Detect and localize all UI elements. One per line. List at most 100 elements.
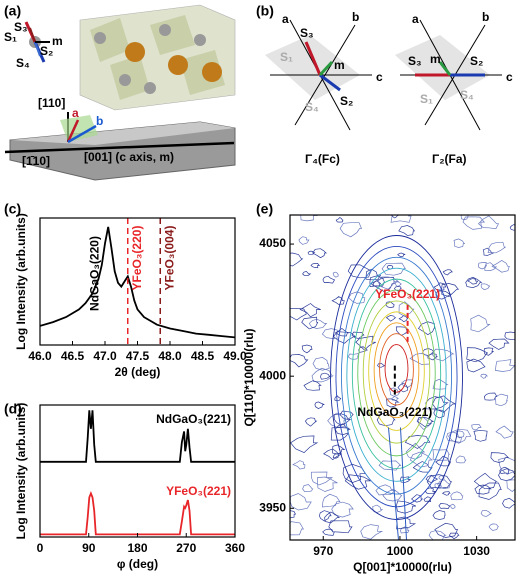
atom: [94, 32, 106, 44]
contour-noise: [480, 373, 489, 379]
atom: [125, 42, 145, 62]
contour-noise: [467, 278, 479, 285]
contour-noise: [470, 314, 491, 333]
axis-label: [001] (c axis, m): [84, 150, 174, 164]
contour-noise: [488, 338, 510, 350]
panel-label: (e): [256, 201, 273, 217]
contour-noise: [382, 488, 403, 502]
contour-noise: [428, 530, 447, 540]
contour-noise: [395, 281, 403, 287]
spin-arrow: [34, 41, 41, 57]
spin-label: S₂: [40, 44, 53, 58]
atom: [202, 62, 222, 82]
contour-noise: [434, 522, 459, 538]
plane: [60, 115, 98, 142]
spin-arrow: [304, 41, 322, 76]
contour-noise: [347, 264, 372, 279]
x-tick-label: 47.0: [93, 349, 117, 363]
axis-label: c: [376, 70, 383, 84]
contour-noise: [321, 493, 341, 508]
contour-noise: [441, 491, 451, 496]
spin-label: S₁: [280, 50, 293, 64]
spin-label: S₁: [420, 92, 433, 106]
x-tick-label: 970: [313, 544, 333, 558]
contour-noise: [498, 468, 515, 481]
contour-noise: [455, 455, 467, 464]
contour-noise: [409, 353, 430, 365]
x-tick-label: 270: [176, 541, 196, 555]
x-tick-label: 48.0: [158, 349, 182, 363]
contour-noise: [499, 466, 510, 474]
contour-level: [335, 245, 458, 508]
spin-label: S₃: [408, 54, 422, 68]
contour-noise: [477, 215, 500, 230]
contour-noise: [301, 344, 313, 354]
contour-noise: [438, 503, 451, 509]
contour-noise: [290, 354, 309, 368]
contour-noise: [448, 532, 460, 540]
atom: [194, 34, 206, 46]
axis-label: a: [282, 12, 289, 26]
marker-label: NdGaO₃(221): [357, 405, 432, 419]
x-tick-label: 360: [225, 541, 245, 555]
contour-noise: [377, 362, 385, 368]
contour-noise: [290, 493, 312, 511]
contour-noise: [432, 395, 456, 413]
contour-noise: [355, 335, 376, 351]
contour-noise: [321, 328, 338, 339]
contour-noise: [490, 452, 510, 463]
contour-noise: [506, 479, 515, 492]
axis-label: [110]: [38, 96, 65, 110]
data-line: [40, 490, 235, 536]
caption: Γ₄(Fc): [305, 152, 340, 166]
contour-noise: [398, 225, 416, 236]
m-label: m: [430, 52, 441, 66]
contour-noise: [386, 398, 400, 408]
atom: [168, 55, 188, 75]
plot-area: [40, 226, 235, 339]
contour-noise: [435, 290, 452, 300]
contour-noise: [502, 497, 515, 509]
spin-label: S₄: [16, 56, 30, 70]
contour-noise: [446, 431, 463, 443]
contour-noise: [339, 222, 363, 238]
contour-noise: [425, 474, 438, 484]
contour-noise: [411, 494, 424, 503]
spin-arrow: [319, 73, 341, 92]
contour-noise: [290, 435, 319, 454]
panel-label: (a): [4, 3, 21, 19]
contour-noise: [385, 315, 397, 322]
contour-noise: [339, 410, 354, 420]
axis-label: b: [482, 10, 489, 24]
caption: Γ₂(Fa): [432, 152, 467, 166]
spin-label: S₄: [305, 100, 319, 114]
contour-noise: [432, 510, 446, 520]
contour-noise: [426, 474, 453, 489]
contour-noise: [488, 523, 500, 531]
contour-noise: [290, 510, 297, 519]
spin-label: S₂: [340, 94, 353, 108]
spin-arrow: [29, 27, 36, 43]
contour-level: [346, 267, 447, 482]
contour-noise: [290, 521, 305, 536]
contour-noise: [333, 413, 352, 426]
contour-noise: [327, 412, 346, 428]
contour-noise: [335, 217, 344, 223]
contour-noise: [331, 501, 354, 518]
spin-label: S₃: [14, 20, 28, 34]
contour-noise: [300, 215, 318, 222]
x-axis-label: Q[001]*10000(rlu): [353, 560, 452, 574]
spin-label: S₄: [460, 88, 474, 102]
axis-label: a: [412, 12, 419, 26]
x-axis-label: 2θ (deg): [115, 365, 161, 379]
contour-noise: [398, 314, 409, 323]
m-arrow: [318, 60, 334, 77]
contour-noise: [495, 425, 514, 439]
contour-noise: [432, 378, 449, 390]
contour-noise: [491, 259, 510, 273]
contour-noise: [332, 444, 346, 455]
contour-noise: [302, 270, 312, 277]
x-tick-label: 46.0: [28, 349, 52, 363]
atom: [119, 74, 131, 86]
